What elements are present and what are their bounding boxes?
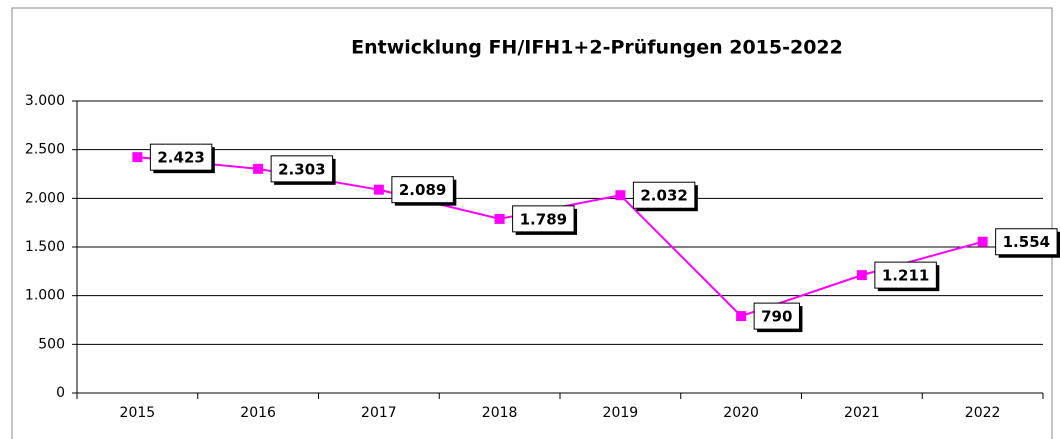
value-label: 2.032 <box>640 187 687 205</box>
y-tick-label: 0 <box>56 385 65 401</box>
value-label-box: 790 <box>753 302 803 333</box>
value-label-box: 2.032 <box>632 181 698 212</box>
value-label-box: 2.089 <box>391 176 457 206</box>
value-label-box: 2.423 <box>149 143 215 174</box>
x-tick-label: 2017 <box>361 405 397 421</box>
marker <box>977 236 988 247</box>
value-label: 790 <box>761 308 792 326</box>
marker <box>253 163 264 174</box>
x-tick-label: 2019 <box>603 405 639 421</box>
label-box <box>149 143 213 171</box>
y-tick-label: 500 <box>38 336 65 352</box>
x-tick-label: 2016 <box>240 405 276 421</box>
value-label: 2.089 <box>399 181 446 199</box>
value-label: 1.211 <box>882 267 929 285</box>
label-box <box>391 176 454 204</box>
marker <box>856 270 867 281</box>
label-box <box>270 155 334 183</box>
marker <box>132 152 143 163</box>
label-box <box>995 228 1058 256</box>
value-label-box: 1.211 <box>874 261 940 292</box>
chart-title: Entwicklung FH/IFH1+2-Prüfungen 2015-202… <box>351 37 843 59</box>
marker <box>373 184 384 195</box>
value-label: 2.303 <box>278 160 325 178</box>
y-tick-label: 2.000 <box>25 190 65 206</box>
x-tick-label: 2022 <box>965 405 1001 421</box>
value-label: 2.423 <box>157 149 204 167</box>
value-label: 1.554 <box>1003 233 1050 251</box>
x-tick-label: 2015 <box>120 405 156 421</box>
y-tick-label: 1.500 <box>25 239 65 255</box>
value-label-box: 2.303 <box>270 155 336 185</box>
marker <box>494 213 505 224</box>
chart-frame <box>11 7 1053 439</box>
x-tick-label: 2018 <box>482 405 518 421</box>
label-box <box>512 205 575 233</box>
label-box <box>753 302 800 330</box>
x-tick-label: 2021 <box>844 405 880 421</box>
series-line <box>137 156 983 318</box>
value-label-box: 1.789 <box>512 205 578 235</box>
label-box <box>632 181 696 209</box>
marker <box>736 311 747 322</box>
y-tick-label: 1.000 <box>25 288 65 304</box>
value-label: 1.789 <box>520 210 567 228</box>
x-tick-label: 2020 <box>723 405 759 421</box>
y-tick-label: 3.000 <box>25 93 65 109</box>
value-label-box: 1.554 <box>995 228 1060 258</box>
label-box <box>874 261 937 289</box>
marker <box>615 190 626 201</box>
y-tick-label: 2.500 <box>25 142 65 158</box>
